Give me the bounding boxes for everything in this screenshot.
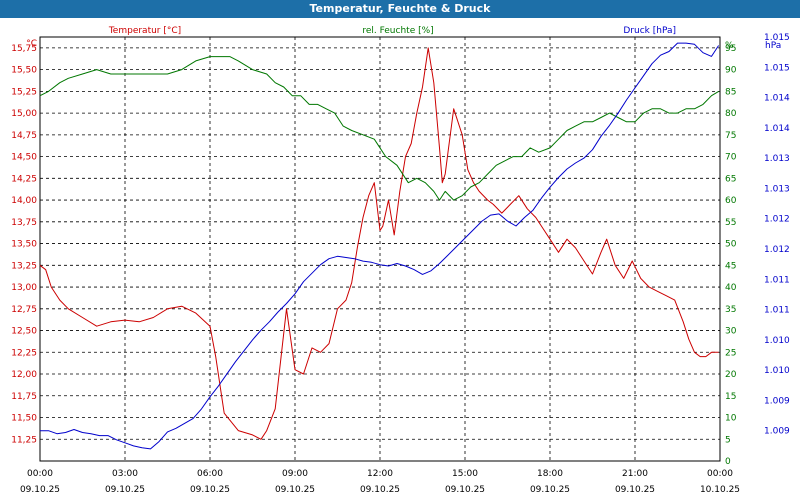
temperature-tick-label: 15,00 <box>11 109 37 119</box>
humidity-tick-label: 60 <box>725 196 737 206</box>
humidity-series-line <box>39 56 719 201</box>
humidity-tick-label: 25 <box>725 348 736 358</box>
temperature-tick-label: 14,25 <box>11 174 37 184</box>
temperature-tick-label: 11,75 <box>11 392 37 402</box>
humidity-tick-label: 50 <box>725 240 737 250</box>
x-tick-date: 10.10.25 <box>700 485 740 495</box>
temperature-tick-label: 14,00 <box>11 196 37 206</box>
x-tick-date: 09.10.25 <box>445 485 485 495</box>
temperature-series-line <box>39 47 719 440</box>
humidity-ticks: 0 5 10 15 20 25 30 35 40 45 50 55 60 65 70 75 80 85 90 95 <box>725 44 737 467</box>
humidity-tick-label: 35 <box>725 305 736 315</box>
temperature-unit-label: °C <box>26 39 37 49</box>
humidity-tick-label: 20 <box>725 370 737 380</box>
temperature-tick-label: 15,50 <box>11 66 37 76</box>
x-tick-time: 12:00 <box>367 469 393 479</box>
humidity-tick-label: 80 <box>725 109 737 119</box>
humidity-unit-label: % <box>725 41 734 51</box>
humidity-tick-label: 90 <box>725 66 737 76</box>
temperature-tick-label: 13,75 <box>11 218 37 228</box>
x-tick-date: 09.10.25 <box>20 485 60 495</box>
pressure-ticks: 1.009 1.009 1.010 1.010 1.011 1.011 1.012 1.012… <box>764 33 790 437</box>
temperature-tick-label: 13,00 <box>11 283 37 293</box>
temperature-tick-label: 15,75 <box>11 44 37 54</box>
pressure-tick-label: 1.014 <box>764 94 790 104</box>
pressure-tick-label: 1.015 <box>764 63 790 73</box>
humidity-tick-label: 5 <box>725 435 731 445</box>
x-axis-ticks: 00:00 09.10.25 03:00 09.10.25 06:00 09.10.25 0… <box>20 469 740 495</box>
temperature-ticks: 11,25 11,50 11,75 12,00 12,25 12,50 12,75 13,00… <box>11 44 37 445</box>
temperature-tick-label: 12,00 <box>11 370 37 380</box>
series-lines <box>39 42 720 450</box>
pressure-tick-label: 1.011 <box>764 275 790 285</box>
humidity-tick-label: 95 <box>725 44 736 54</box>
temperature-tick-label: 14,75 <box>11 131 37 141</box>
x-tick-time: 09:00 <box>282 469 308 479</box>
humidity-tick-label: 10 <box>725 414 737 424</box>
x-tick-date: 09.10.25 <box>190 485 230 495</box>
humidity-tick-label: 75 <box>725 131 736 141</box>
grid <box>40 37 720 461</box>
x-tick-time: 03:00 <box>112 469 138 479</box>
temperature-tick-label: 13,50 <box>11 240 37 250</box>
pressure-series-line <box>40 42 720 450</box>
temperature-tick-label: 12,75 <box>11 305 37 315</box>
x-tick-time: 00:00 <box>707 469 733 479</box>
humidity-tick-label: 0 <box>725 457 731 467</box>
humidity-tick-label: 85 <box>725 87 736 97</box>
humidity-tick-label: 40 <box>725 283 737 293</box>
pressure-tick-label: 1.013 <box>764 184 790 194</box>
x-tick-date: 09.10.25 <box>615 485 655 495</box>
temperature-tick-label: 11,50 <box>11 414 37 424</box>
pressure-tick-label: 1.015 <box>764 33 790 43</box>
temperature-axis-label: Temperatur [°C] <box>108 26 181 36</box>
humidity-tick-label: 15 <box>725 392 736 402</box>
humidity-tick-label: 30 <box>725 327 737 337</box>
humidity-tick-label: 45 <box>725 261 736 271</box>
pressure-tick-label: 1.009 <box>764 396 790 406</box>
window-title: Temperatur, Feuchte & Druck <box>0 0 800 18</box>
x-tick-date: 09.10.25 <box>360 485 400 495</box>
humidity-tick-label: 65 <box>725 174 736 184</box>
pressure-tick-label: 1.011 <box>764 306 790 316</box>
pressure-tick-label: 1.009 <box>764 427 790 437</box>
x-tick-time: 15:00 <box>452 469 478 479</box>
pressure-tick-label: 1.013 <box>764 154 790 164</box>
x-tick-time: 00:00 <box>27 469 53 479</box>
humidity-axis-label: rel. Feuchte [%] <box>362 26 433 36</box>
pressure-tick-label: 1.010 <box>764 366 790 376</box>
pressure-tick-label: 1.010 <box>764 336 790 346</box>
temperature-tick-label: 15,25 <box>11 87 37 97</box>
temperature-tick-label: 12,50 <box>11 327 37 337</box>
pressure-tick-label: 1.012 <box>764 215 790 225</box>
pressure-axis-label: Druck [hPa] <box>623 26 676 36</box>
temperature-tick-label: 13,25 <box>11 261 37 271</box>
x-tick-time: 18:00 <box>537 469 563 479</box>
axis-labels: Temperatur [°C] rel. Feuchte [%] Druck [… <box>26 26 781 51</box>
x-tick-time: 06:00 <box>197 469 223 479</box>
x-tick-date: 09.10.25 <box>530 485 570 495</box>
humidity-tick-label: 70 <box>725 153 737 163</box>
temperature-tick-label: 12,25 <box>11 348 37 358</box>
x-tick-date: 09.10.25 <box>105 485 145 495</box>
temperature-tick-label: 14,50 <box>11 153 37 163</box>
x-tick-date: 09.10.25 <box>275 485 315 495</box>
pressure-unit-label: hPa <box>765 41 781 51</box>
temperature-tick-label: 11,25 <box>11 435 37 445</box>
x-tick-time: 21:00 <box>622 469 648 479</box>
humidity-tick-label: 55 <box>725 218 736 228</box>
pressure-tick-label: 1.012 <box>764 245 790 255</box>
pressure-tick-label: 1.014 <box>764 124 790 134</box>
